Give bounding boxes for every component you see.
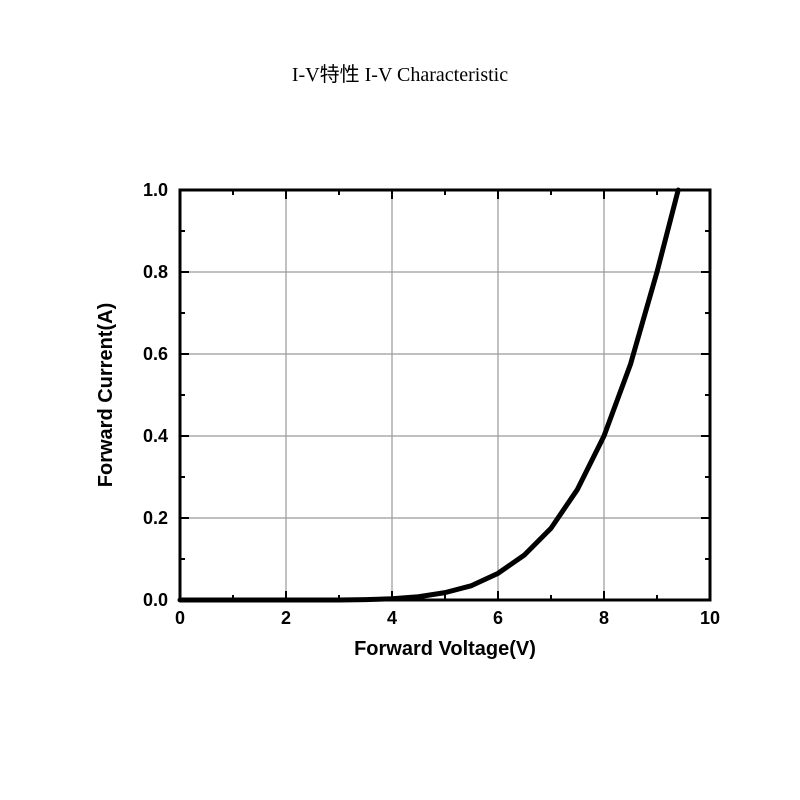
svg-text:0.8: 0.8	[143, 262, 168, 282]
svg-text:1.0: 1.0	[143, 180, 168, 200]
svg-text:4: 4	[387, 608, 397, 628]
svg-text:0.0: 0.0	[143, 590, 168, 610]
svg-text:0.6: 0.6	[143, 344, 168, 364]
iv-chart: 0 2 4 6 8 10 0.0 0.2 0.4 0.6 0.8 1.0 Forward Voltage…	[60, 180, 740, 700]
svg-text:10: 10	[700, 608, 720, 628]
svg-text:0.2: 0.2	[143, 508, 168, 528]
svg-text:6: 6	[493, 608, 503, 628]
y-axis-label: Forward Current(A)	[95, 303, 117, 487]
svg-text:0: 0	[175, 608, 185, 628]
svg-text:2: 2	[281, 608, 291, 628]
chart-title: I-V特性 I-V Characteristic	[0, 58, 800, 87]
svg-text:0.4: 0.4	[143, 426, 168, 446]
x-axis-label: Forward Voltage(V)	[354, 638, 536, 660]
chart-svg: 0 2 4 6 8 10 0.0 0.2 0.4 0.6 0.8 1.0 Forward Voltage…	[60, 180, 740, 700]
svg-text:8: 8	[599, 608, 609, 628]
